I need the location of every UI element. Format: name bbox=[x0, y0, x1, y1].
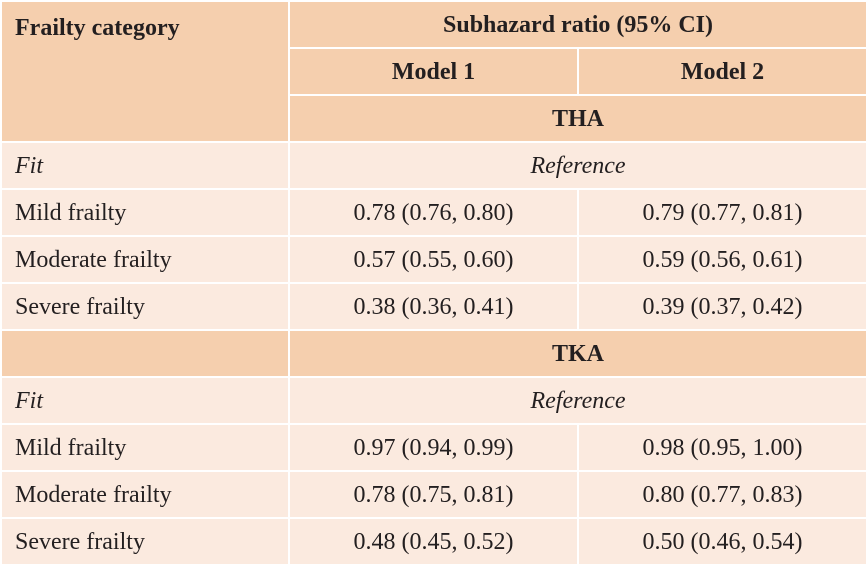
category-cell: Severe frailty bbox=[0, 517, 290, 566]
model-1-cell: 0.78 (0.75, 0.81) bbox=[288, 470, 579, 519]
category-cell: Mild frailty bbox=[0, 423, 290, 472]
column-header-frailty-category: Frailty category bbox=[0, 0, 290, 143]
section-title: TKA bbox=[287, 329, 866, 378]
table-row: Mild frailty 0.78 (0.76, 0.80) 0.79 (0.7… bbox=[0, 188, 866, 237]
table-row: Moderate frailty 0.78 (0.75, 0.81) 0.80 … bbox=[0, 470, 866, 519]
section-header-tha: THA bbox=[1, 94, 866, 143]
category-cell: Fit bbox=[0, 141, 290, 190]
column-header-model-1: Model 1 bbox=[288, 47, 579, 96]
section-spacer-cell bbox=[0, 329, 290, 378]
model-2-cell: 0.80 (0.77, 0.83) bbox=[576, 470, 866, 519]
header-row-1: Frailty category Subhazard ratio (95% CI… bbox=[0, 0, 866, 143]
model-1-cell: 0.97 (0.94, 0.99) bbox=[288, 423, 579, 472]
table-row: Fit Reference bbox=[0, 141, 866, 190]
model-1-cell: 0.38 (0.36, 0.41) bbox=[288, 282, 579, 331]
model-2-cell: 0.79 (0.77, 0.81) bbox=[576, 188, 866, 237]
column-header-subhazard-ratio: Subhazard ratio (95% CI) bbox=[287, 0, 866, 49]
table-row: Mild frailty 0.97 (0.94, 0.99) 0.98 (0.9… bbox=[0, 423, 866, 472]
category-cell: Mild frailty bbox=[0, 188, 290, 237]
section-header-tka: TKA bbox=[0, 329, 866, 378]
reference-cell: Reference bbox=[287, 376, 866, 425]
model-1-cell: 0.48 (0.45, 0.52) bbox=[288, 517, 579, 566]
header-row-2: Model 1 Model 2 bbox=[1, 47, 866, 96]
column-header-model-2: Model 2 bbox=[576, 47, 866, 96]
model-2-cell: 0.59 (0.56, 0.61) bbox=[576, 235, 866, 284]
model-2-cell: 0.98 (0.95, 1.00) bbox=[576, 423, 866, 472]
section-title: THA bbox=[287, 94, 866, 143]
reference-cell: Reference bbox=[287, 141, 866, 190]
model-2-cell: 0.39 (0.37, 0.42) bbox=[576, 282, 866, 331]
category-cell: Severe frailty bbox=[0, 282, 290, 331]
model-1-cell: 0.57 (0.55, 0.60) bbox=[288, 235, 579, 284]
category-cell: Fit bbox=[0, 376, 290, 425]
table-row: Fit Reference bbox=[0, 376, 866, 425]
table-row: Moderate frailty 0.57 (0.55, 0.60) 0.59 … bbox=[0, 235, 866, 284]
table-row: Severe frailty 0.38 (0.36, 0.41) 0.39 (0… bbox=[0, 282, 866, 331]
table-row: Severe frailty 0.48 (0.45, 0.52) 0.50 (0… bbox=[0, 517, 866, 566]
category-cell: Moderate frailty bbox=[0, 235, 290, 284]
model-1-cell: 0.78 (0.76, 0.80) bbox=[288, 188, 579, 237]
model-2-cell: 0.50 (0.46, 0.54) bbox=[576, 517, 866, 566]
category-cell: Moderate frailty bbox=[0, 470, 290, 519]
